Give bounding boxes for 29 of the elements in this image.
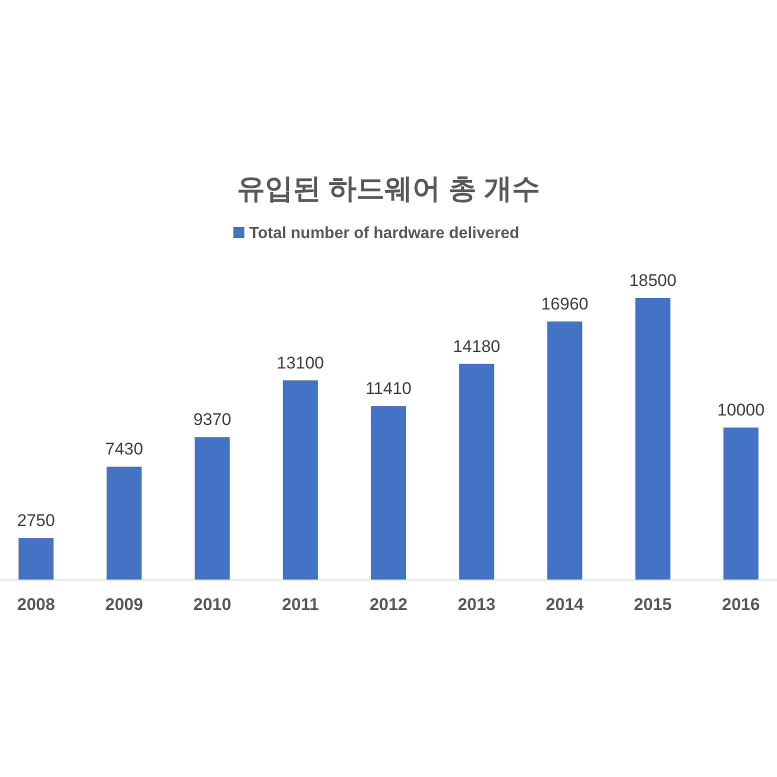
- bar: [459, 364, 494, 580]
- data-label: 9370: [193, 410, 232, 430]
- bar: [282, 380, 318, 580]
- bar: [18, 538, 54, 580]
- bar: [106, 466, 142, 580]
- data-label: 18500: [629, 271, 676, 290]
- bar: [723, 428, 758, 580]
- x-tick-label: 2010: [193, 595, 232, 614]
- x-tick-label: 2016: [722, 595, 760, 614]
- chart-title: 유입된 하드웨어 총 개수: [236, 173, 540, 204]
- data-label: 10000: [717, 400, 765, 420]
- bar: [547, 321, 582, 580]
- legend-label: Total number of hardware delivered: [249, 225, 520, 242]
- data-label: 11410: [365, 379, 412, 398]
- x-tick-label: 2011: [282, 595, 319, 614]
- data-label: 14180: [452, 336, 500, 356]
- data-label: 16960: [541, 294, 588, 314]
- x-tick-label: 2015: [634, 595, 672, 614]
- x-tick-label: 2012: [370, 595, 408, 614]
- x-tick-label: 2014: [546, 595, 584, 614]
- bar: [635, 298, 670, 580]
- x-tick-label: 2009: [105, 595, 144, 614]
- data-label: 2750: [17, 511, 55, 530]
- x-tick-label: 2008: [17, 595, 55, 614]
- data-label: 7430: [105, 440, 144, 459]
- x-tick-label: 2013: [458, 595, 496, 614]
- bar: [371, 406, 406, 580]
- data-label: 13100: [276, 353, 324, 372]
- bar: [194, 437, 230, 580]
